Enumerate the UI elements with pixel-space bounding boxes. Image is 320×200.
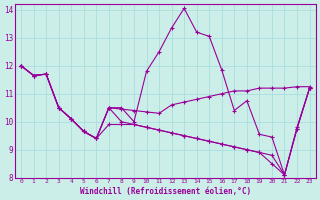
X-axis label: Windchill (Refroidissement éolien,°C): Windchill (Refroidissement éolien,°C) xyxy=(80,187,251,196)
